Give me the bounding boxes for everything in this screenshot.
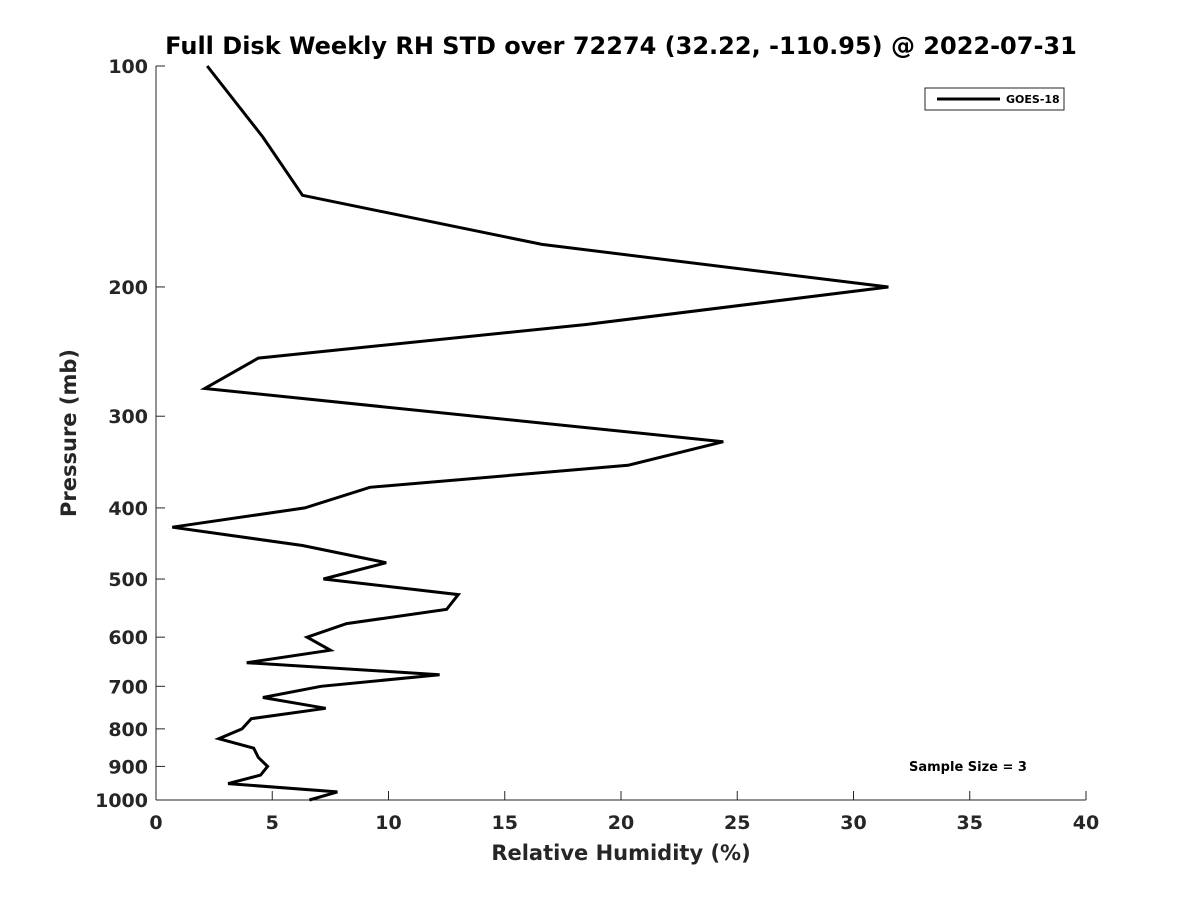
series-line-goes-18 (172, 65, 889, 802)
x-axis-label: Relative Humidity (%) (491, 841, 750, 865)
x-tick-label: 35 (957, 812, 983, 834)
y-tick-label: 600 (108, 627, 148, 649)
y-tick-label: 1000 (95, 790, 148, 812)
x-tick-label: 30 (840, 812, 866, 834)
chart-title: Full Disk Weekly RH STD over 72274 (32.2… (165, 32, 1077, 60)
legend-label-goes-18: GOES-18 (1006, 93, 1060, 106)
x-tick-label: 5 (266, 812, 279, 834)
y-tick-label: 300 (108, 406, 148, 428)
y-tick-label: 500 (108, 569, 148, 591)
x-tick-label: 0 (149, 812, 162, 834)
y-tick-label: 900 (108, 756, 148, 778)
x-tick-label: 20 (608, 812, 634, 834)
y-tick-label: 400 (108, 498, 148, 520)
x-tick-label: 10 (375, 812, 401, 834)
x-tick-label: 15 (492, 812, 518, 834)
y-axis-label: Pressure (mb) (57, 349, 81, 517)
y-tick-label: 100 (108, 56, 148, 78)
y-tick-label: 200 (108, 277, 148, 299)
plot-area (156, 66, 1086, 800)
y-tick-label: 700 (108, 676, 148, 698)
sample-size-annotation: Sample Size = 3 (909, 760, 1027, 775)
legend: GOES-18 (924, 87, 1065, 111)
x-axis-ticks: 0 5 10 15 20 25 30 35 40 (149, 791, 1099, 834)
y-tick-label: 800 (108, 719, 148, 741)
y-axis-ticks: 100 200 300 400 500 600 700 800 900 1000 (95, 56, 165, 812)
x-tick-label: 40 (1073, 812, 1099, 834)
x-tick-label: 25 (724, 812, 750, 834)
